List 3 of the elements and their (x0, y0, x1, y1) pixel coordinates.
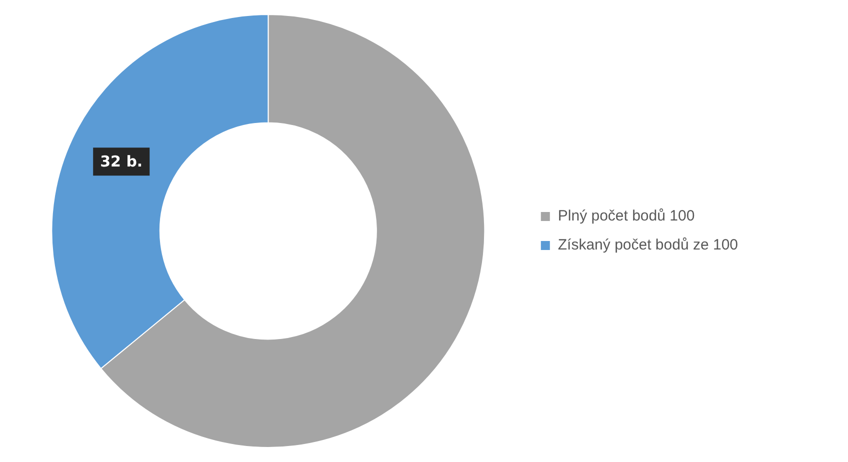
legend-label: Získaný počet bodů ze 100 (558, 236, 738, 254)
data-label: 32 b. (100, 152, 143, 171)
legend-label: Plný počet bodů 100 (558, 208, 695, 225)
